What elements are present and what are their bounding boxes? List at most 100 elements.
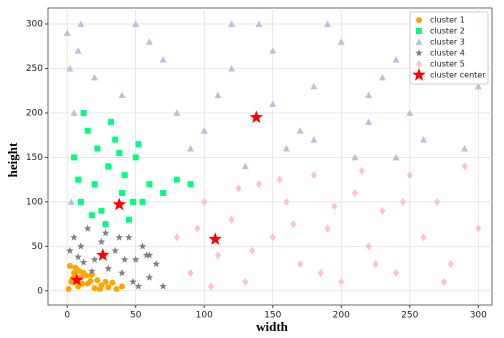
point — [75, 176, 82, 183]
point — [214, 91, 222, 99]
point — [94, 145, 101, 152]
x-axis-label: width — [256, 319, 289, 334]
point — [337, 38, 345, 45]
point — [108, 118, 115, 125]
point — [70, 273, 84, 286]
point — [324, 20, 332, 28]
point — [310, 171, 317, 180]
point — [129, 277, 137, 286]
point — [249, 246, 256, 255]
y-tick-label: 0 — [37, 286, 43, 296]
point — [187, 268, 194, 277]
point — [116, 149, 123, 156]
point — [87, 277, 94, 284]
point — [242, 277, 249, 286]
point — [187, 144, 195, 152]
x-tick-label: 0 — [64, 311, 70, 321]
point — [71, 154, 78, 161]
point — [67, 198, 75, 205]
point — [173, 176, 180, 183]
legend-label: cluster center — [430, 71, 486, 80]
point — [63, 29, 71, 36]
point — [208, 232, 222, 245]
point — [235, 184, 242, 193]
legend-marker — [416, 28, 422, 34]
point — [118, 269, 126, 277]
y-tick-label: 250 — [26, 64, 43, 74]
x-tick-label: 300 — [470, 311, 487, 321]
point — [66, 262, 73, 269]
point — [102, 278, 109, 285]
y-tick-label: 50 — [32, 242, 44, 252]
point — [228, 64, 236, 72]
point — [379, 206, 386, 215]
point — [88, 212, 95, 219]
y-axis-label: height — [5, 142, 20, 177]
point — [132, 20, 140, 28]
point — [120, 255, 129, 263]
point — [152, 260, 161, 268]
point — [132, 154, 139, 161]
grid — [48, 8, 492, 305]
point — [159, 56, 167, 63]
point — [255, 20, 263, 28]
point — [115, 233, 124, 241]
point — [392, 56, 400, 63]
x-tick-label: 50 — [130, 311, 142, 321]
point — [331, 202, 338, 211]
point — [121, 172, 128, 179]
legend-label: cluster 4 — [430, 49, 465, 58]
x-tick-label: 250 — [401, 311, 418, 321]
point — [338, 277, 345, 286]
point — [310, 136, 318, 143]
point — [269, 47, 277, 54]
point — [77, 198, 84, 205]
point — [96, 248, 110, 261]
point — [88, 267, 96, 275]
point — [297, 260, 304, 269]
y-tick-label: 100 — [26, 197, 43, 207]
point — [214, 251, 221, 260]
point — [283, 197, 290, 206]
point — [201, 197, 208, 206]
point — [79, 280, 86, 287]
point — [324, 224, 331, 233]
point — [296, 127, 304, 134]
point — [173, 109, 181, 116]
point — [70, 233, 78, 241]
point — [276, 175, 283, 184]
point — [194, 224, 201, 233]
legend-marker — [416, 17, 422, 23]
point — [91, 181, 98, 188]
point — [104, 264, 113, 272]
point — [65, 285, 72, 292]
legend-label: cluster 1 — [430, 16, 465, 25]
legend-marker — [412, 68, 426, 81]
point — [282, 144, 290, 152]
point — [290, 220, 297, 229]
point — [73, 266, 80, 273]
point — [372, 260, 379, 269]
point — [105, 284, 112, 291]
point — [84, 127, 91, 134]
point — [125, 216, 132, 223]
point — [91, 73, 99, 81]
legend-label: cluster 2 — [430, 27, 465, 36]
point — [70, 109, 78, 116]
point — [159, 282, 167, 290]
point — [365, 242, 372, 251]
point — [74, 253, 82, 261]
point — [419, 136, 427, 143]
point — [441, 277, 448, 286]
point — [310, 82, 318, 90]
point — [111, 246, 119, 254]
point — [145, 273, 154, 281]
point — [77, 20, 85, 28]
point — [145, 38, 153, 45]
point — [241, 162, 249, 170]
point — [269, 100, 277, 108]
point — [90, 255, 99, 263]
point — [256, 180, 263, 189]
point — [358, 166, 365, 175]
